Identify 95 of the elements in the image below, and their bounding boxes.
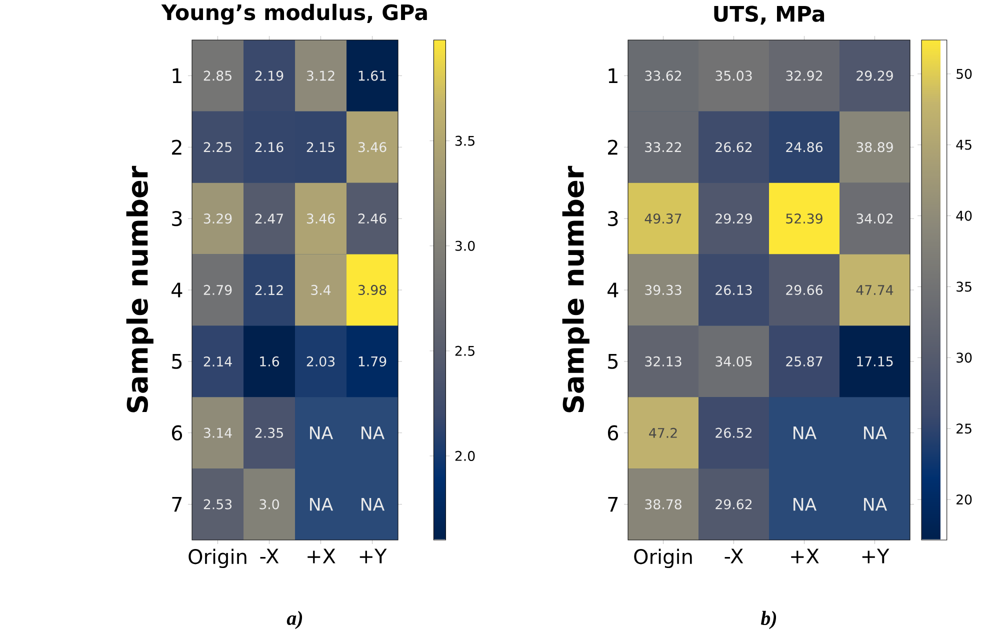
data-label: 2.47 xyxy=(255,214,283,224)
y-tick-label: 2 xyxy=(608,140,618,155)
data-label: 24.86 xyxy=(786,142,823,152)
data-label: 2.79 xyxy=(204,284,232,296)
y-tick-label: 5 xyxy=(172,354,182,369)
data-label: 29.29 xyxy=(856,70,893,81)
data-label: 2.14 xyxy=(204,356,232,366)
text: b) xyxy=(760,610,776,630)
data-label: 2.15 xyxy=(306,142,334,152)
y-tick-label: 4 xyxy=(608,282,618,298)
data-label: 2.35 xyxy=(255,428,283,438)
chart-title: Young’s modulus, GPa xyxy=(161,4,427,25)
data-label: 34.05 xyxy=(716,356,752,366)
y-tick-label: 2 xyxy=(172,140,182,155)
x-tick-label: -X xyxy=(260,548,279,564)
data-label: 2.03 xyxy=(306,356,335,366)
data-label: 2.25 xyxy=(204,142,232,152)
data-label: 38.89 xyxy=(856,142,893,152)
text: NA xyxy=(362,426,385,440)
x-tick-label: -X xyxy=(724,548,744,564)
color-bar-label: 3.0 xyxy=(455,240,475,251)
y-tick-label: 7 xyxy=(172,496,182,512)
data-label: 33.22 xyxy=(645,142,682,152)
color-bar-label: 45 xyxy=(956,140,972,150)
y-tick-label: 6 xyxy=(172,425,182,440)
text: NA xyxy=(794,426,817,440)
data-label: 1.61 xyxy=(358,70,386,81)
y-axis-title: Sample number xyxy=(562,166,590,412)
color-bar-label: 2.5 xyxy=(455,346,474,356)
data-label: 17.15 xyxy=(857,356,893,366)
data-label: 1.79 xyxy=(358,356,386,366)
text: NA xyxy=(362,498,385,511)
data-label: 32.92 xyxy=(786,70,822,81)
data-label: 39.33 xyxy=(645,284,682,296)
data-label: 34.02 xyxy=(856,214,892,224)
data-label: 49.37 xyxy=(644,214,682,224)
y-tick-label: 6 xyxy=(608,425,618,440)
data-label: 3.0 xyxy=(260,499,279,510)
data-label: 3.14 xyxy=(204,428,232,438)
data-label: 52.39 xyxy=(786,214,822,224)
data-label: 35.03 xyxy=(716,70,752,81)
text: a) xyxy=(286,610,302,630)
data-label: 32.13 xyxy=(645,356,682,366)
data-label: 1.6 xyxy=(260,356,280,366)
data-label: 3.46 xyxy=(358,142,386,152)
text: NA xyxy=(864,426,888,440)
color-bar-label: 25 xyxy=(956,424,972,434)
data-label: 3.46 xyxy=(306,214,335,224)
y-tick-label: 5 xyxy=(608,354,618,369)
data-label: 3.98 xyxy=(358,284,386,296)
color-bar-label: 2.0 xyxy=(455,450,475,461)
data-label: 29.29 xyxy=(716,214,752,224)
data-label: 47.74 xyxy=(856,285,894,295)
data-label: 33.62 xyxy=(645,70,682,81)
y-tick-label: 4 xyxy=(172,282,182,298)
y-tick-label: 1 xyxy=(172,68,182,84)
color-bar-label: 40 xyxy=(956,210,972,221)
y-tick-label: 7 xyxy=(608,496,618,512)
color-bar-label: 3.5 xyxy=(455,136,474,146)
y-tick-label: 3 xyxy=(608,211,618,226)
x-tick-label: +Y xyxy=(862,548,890,564)
data-label: 26.52 xyxy=(716,428,752,438)
y-tick-label: 1 xyxy=(608,68,618,84)
data-label: 29.62 xyxy=(716,499,752,510)
data-label: 3.12 xyxy=(306,70,334,81)
data-label: 38.78 xyxy=(645,499,682,510)
data-label: 25.87 xyxy=(786,356,822,366)
data-label: 2.12 xyxy=(255,285,283,295)
y-axis-title: Sample number xyxy=(126,166,154,412)
text: NA xyxy=(864,498,888,511)
data-label: 3.4 xyxy=(311,284,331,296)
color-bar-label: 20 xyxy=(956,494,972,505)
x-tick-label: +X xyxy=(791,548,819,564)
data-label: 3.29 xyxy=(204,214,232,224)
x-tick-label: Origin xyxy=(188,548,246,568)
data-label: 2.46 xyxy=(358,214,386,224)
data-label: 47.2 xyxy=(649,428,677,438)
data-label: 2.53 xyxy=(204,499,232,510)
color-bar-label: 35 xyxy=(956,282,972,292)
data-label: 26.62 xyxy=(716,142,752,152)
x-tick-label: +X xyxy=(308,548,336,564)
color-bar-label: 30 xyxy=(956,352,972,363)
text: NA xyxy=(310,498,334,511)
data-label: 2.85 xyxy=(204,70,232,81)
text: NA xyxy=(794,498,817,511)
text: NA xyxy=(310,426,334,440)
data-label: 29.66 xyxy=(786,284,823,296)
data-label: 2.19 xyxy=(255,70,284,81)
x-tick-label: +Y xyxy=(360,548,387,564)
chart-title: UTS, MPa xyxy=(714,6,824,25)
data-label: 2.16 xyxy=(255,142,284,152)
y-tick-label: 3 xyxy=(172,211,182,226)
x-tick-label: Origin xyxy=(634,548,692,568)
color-bar-label: 50 xyxy=(956,68,972,79)
data-label: 26.13 xyxy=(716,284,752,296)
